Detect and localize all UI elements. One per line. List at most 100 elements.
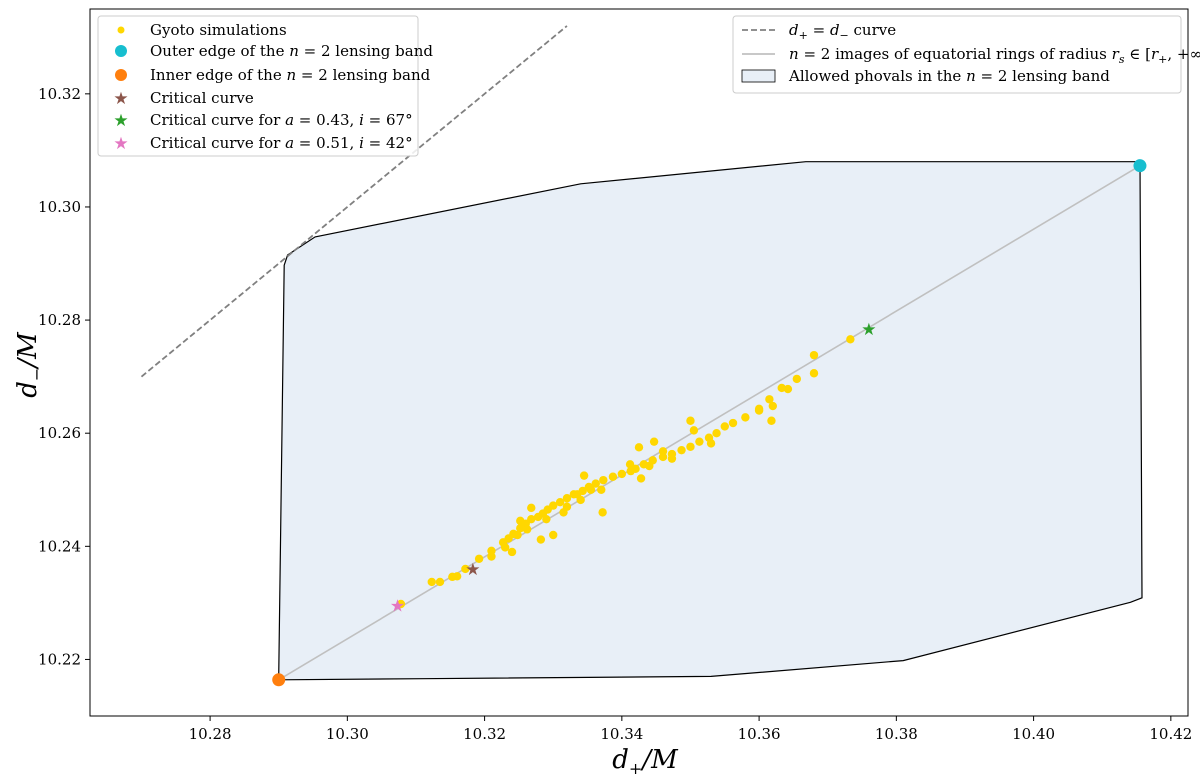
equality-curve-line bbox=[140, 25, 568, 378]
legend-left-frame bbox=[97, 15, 419, 157]
legend-marker-region bbox=[741, 69, 776, 83]
gyoto-point bbox=[667, 454, 677, 463]
legend-label-critical-a051: Critical curve for a = 0.51, i = 42° bbox=[150, 134, 413, 152]
legend-label-equality-line: d+ = d− curve bbox=[789, 21, 896, 42]
gyoto-point bbox=[500, 543, 510, 552]
legend-label-critical-curve: Critical curve bbox=[150, 89, 254, 107]
legend-left: Gyoto simulations Outer edge of the n = … bbox=[97, 15, 433, 157]
inner-edge-point bbox=[272, 673, 286, 687]
legend-marker-inner-edge bbox=[115, 69, 127, 81]
gyoto-point bbox=[487, 552, 496, 561]
y-tick-label: 10.28 bbox=[38, 311, 81, 329]
legend-marker-outer-edge bbox=[115, 45, 127, 57]
gyoto-point bbox=[658, 447, 668, 456]
y-tick-label: 10.26 bbox=[38, 424, 81, 442]
critical-curve-a051-point: ★ bbox=[390, 597, 405, 617]
critical-curve-a043-point: ★ bbox=[861, 320, 876, 340]
y-axis-label: d−/M bbox=[13, 331, 46, 398]
gyoto-point bbox=[712, 429, 721, 438]
gyoto-point bbox=[549, 501, 558, 510]
gyoto-point bbox=[452, 572, 462, 581]
y-tick-label: 10.32 bbox=[38, 85, 81, 103]
legend-label-ring-curve: n = 2 images of equatorial rings of radi… bbox=[789, 45, 1200, 66]
legend-right-frame bbox=[732, 15, 1182, 94]
legend-marker-critical-a051: ★ bbox=[113, 134, 128, 154]
x-tick-label: 10.32 bbox=[463, 725, 506, 743]
gyoto-point bbox=[536, 535, 546, 544]
gyoto-point bbox=[768, 401, 778, 411]
gyoto-point bbox=[474, 554, 484, 563]
y-tick-label: 10.24 bbox=[38, 537, 81, 555]
gyoto-point bbox=[586, 485, 596, 494]
gyoto-point bbox=[706, 439, 716, 448]
gyoto-point bbox=[728, 418, 738, 428]
legend-marker-critical-a043: ★ bbox=[113, 111, 128, 131]
gyoto-point bbox=[549, 530, 558, 540]
gyoto-point bbox=[677, 445, 686, 455]
gyoto-point bbox=[689, 426, 699, 435]
legend-label-inner-edge: Inner edge of the n = 2 lensing band bbox=[150, 66, 431, 84]
legend-right: d+ = d− curve n = 2 images of equatorial… bbox=[732, 15, 1200, 94]
gyoto-point bbox=[720, 422, 729, 431]
gyoto-point bbox=[767, 416, 776, 425]
x-tick-label: 10.36 bbox=[738, 725, 781, 743]
gyoto-point bbox=[846, 335, 855, 344]
plot-content bbox=[140, 25, 1143, 681]
gyoto-point bbox=[686, 442, 695, 451]
gyoto-point bbox=[435, 577, 445, 587]
gyoto-point bbox=[634, 443, 644, 452]
x-tick-label: 10.40 bbox=[1012, 725, 1055, 743]
gyoto-point bbox=[396, 599, 406, 609]
gyoto-point bbox=[765, 395, 774, 404]
gyoto-point bbox=[645, 461, 654, 471]
gyoto-point bbox=[792, 374, 802, 384]
x-tick-label: 10.38 bbox=[875, 725, 918, 743]
gyoto-point bbox=[522, 525, 532, 534]
y-tick-label: 10.22 bbox=[38, 650, 81, 668]
y-tick-label: 10.30 bbox=[38, 198, 81, 216]
gyoto-point bbox=[559, 508, 568, 517]
gyoto-point bbox=[625, 460, 635, 469]
plot-frame bbox=[89, 8, 1189, 717]
x-tick-label: 10.30 bbox=[326, 725, 369, 743]
axis-ticks: 10.28 10.30 10.32 10.34 10.36 10.38 10.40 10.42… bbox=[38, 85, 1192, 743]
gyoto-point bbox=[649, 437, 659, 446]
plot-area: ★ ★ ★ bbox=[140, 25, 1147, 687]
gyoto-point bbox=[513, 530, 522, 540]
gyoto-point bbox=[617, 469, 627, 479]
gyoto-point bbox=[555, 498, 565, 507]
outer-edge-point bbox=[1133, 159, 1147, 173]
gyoto-point bbox=[741, 413, 750, 422]
legend-marker-critical-curve: ★ bbox=[113, 89, 128, 109]
gyoto-point bbox=[597, 485, 606, 494]
critical-curve-point: ★ bbox=[465, 560, 480, 580]
gyoto-point bbox=[783, 384, 793, 394]
x-tick-label: 10.34 bbox=[600, 725, 643, 743]
gyoto-point bbox=[608, 472, 618, 481]
x-axis-label: d+/M bbox=[612, 745, 679, 778]
gyoto-point bbox=[562, 494, 572, 503]
gyoto-point bbox=[427, 577, 436, 587]
gyoto-point bbox=[598, 508, 607, 517]
gyoto-point bbox=[599, 475, 608, 485]
gyoto-point bbox=[507, 547, 517, 557]
gyoto-point bbox=[461, 564, 470, 574]
x-tick-label: 10.28 bbox=[189, 725, 232, 743]
x-tick-label: 10.42 bbox=[1149, 725, 1192, 743]
gyoto-point bbox=[809, 369, 819, 378]
legend-label-outer-edge: Outer edge of the n = 2 lensing band bbox=[150, 42, 433, 60]
gyoto-point bbox=[576, 495, 585, 505]
legend-label-gyoto: Gyoto simulations bbox=[150, 21, 287, 39]
gyoto-point bbox=[809, 350, 819, 360]
gyoto-point bbox=[527, 514, 536, 524]
gyoto-point bbox=[636, 474, 646, 483]
gyoto-point bbox=[754, 406, 764, 415]
legend-marker-gyoto bbox=[117, 26, 125, 34]
gyoto-point bbox=[516, 516, 525, 526]
gyoto-point bbox=[591, 479, 600, 488]
gyoto-point bbox=[542, 514, 551, 524]
gyoto-point bbox=[695, 437, 704, 446]
legend-label-critical-a043: Critical curve for a = 0.43, i = 67° bbox=[150, 111, 413, 129]
gyoto-point bbox=[686, 416, 695, 425]
